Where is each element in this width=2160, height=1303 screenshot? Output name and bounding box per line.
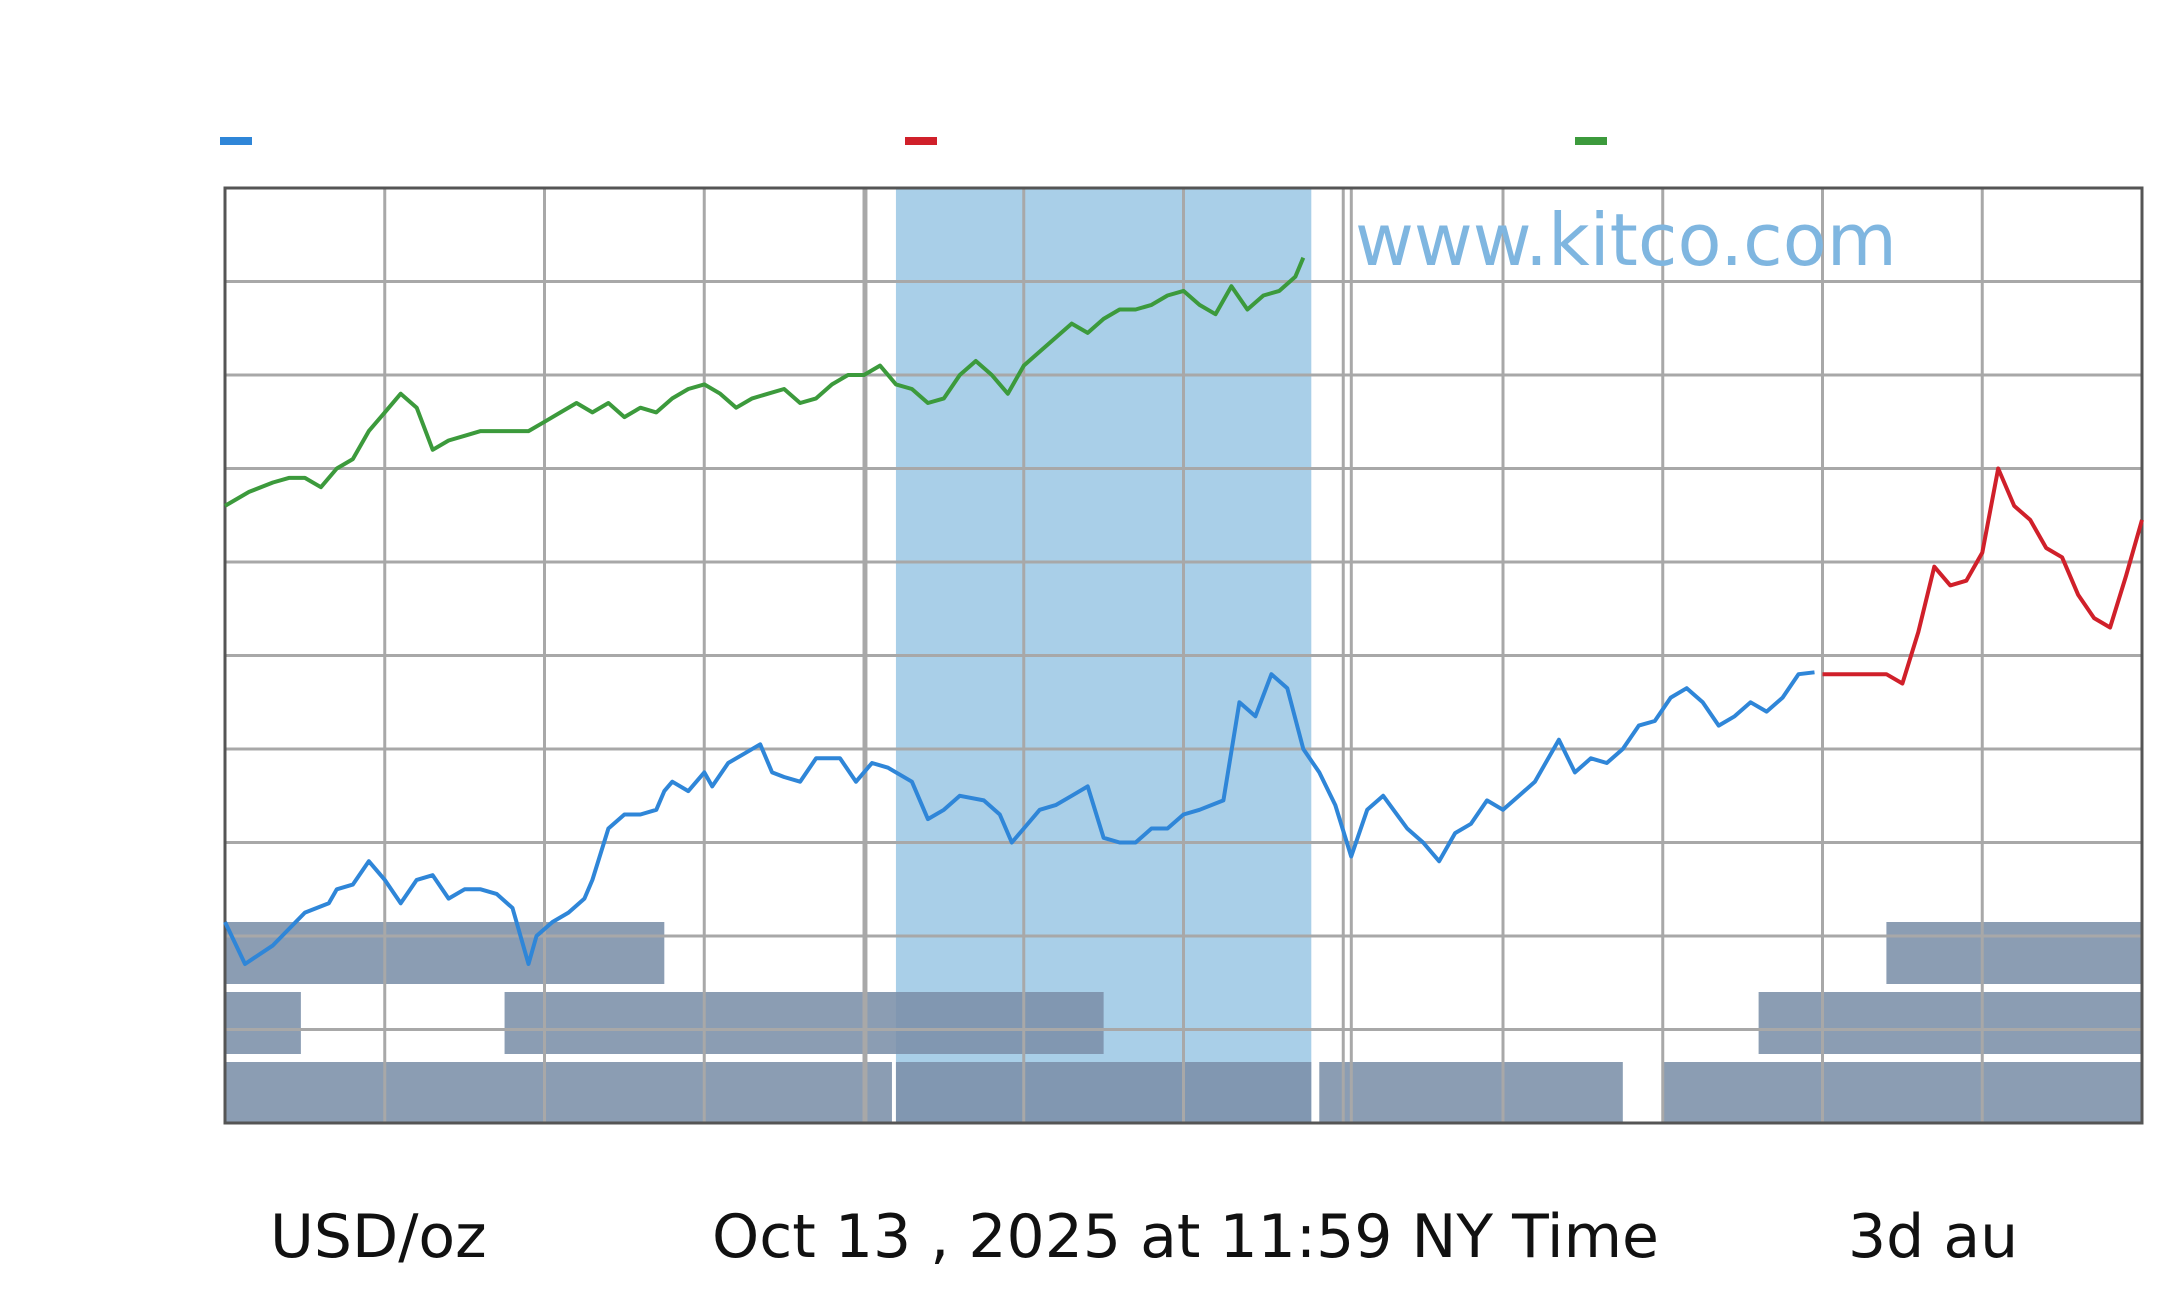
session-band [225,1062,892,1124]
range-label: 3d au [1848,1202,2018,1272]
session-band [895,1062,1312,1124]
session-band [504,992,1104,1054]
plot-frame [223,186,2144,1125]
session-band [1319,1062,1623,1124]
session-band [1886,922,2142,984]
y-unit-label: USD/oz [270,1202,487,1272]
legend-swatch [220,137,252,145]
session-band [225,992,301,1054]
series-line-oct-13 [223,256,1306,508]
legend-swatch [1575,137,1607,145]
watermark: www.kitco.com [1355,198,1897,282]
x-axis-label: Oct 13 , 2025 at 11:59 NY Time [712,1202,1659,1272]
session-band [225,922,665,984]
session-band [1758,992,2142,1054]
series-line-oct-12 [1822,466,2144,686]
legend-swatch [905,137,937,145]
series-line-oct-10 [223,670,1815,966]
session-band [1662,1062,2142,1124]
